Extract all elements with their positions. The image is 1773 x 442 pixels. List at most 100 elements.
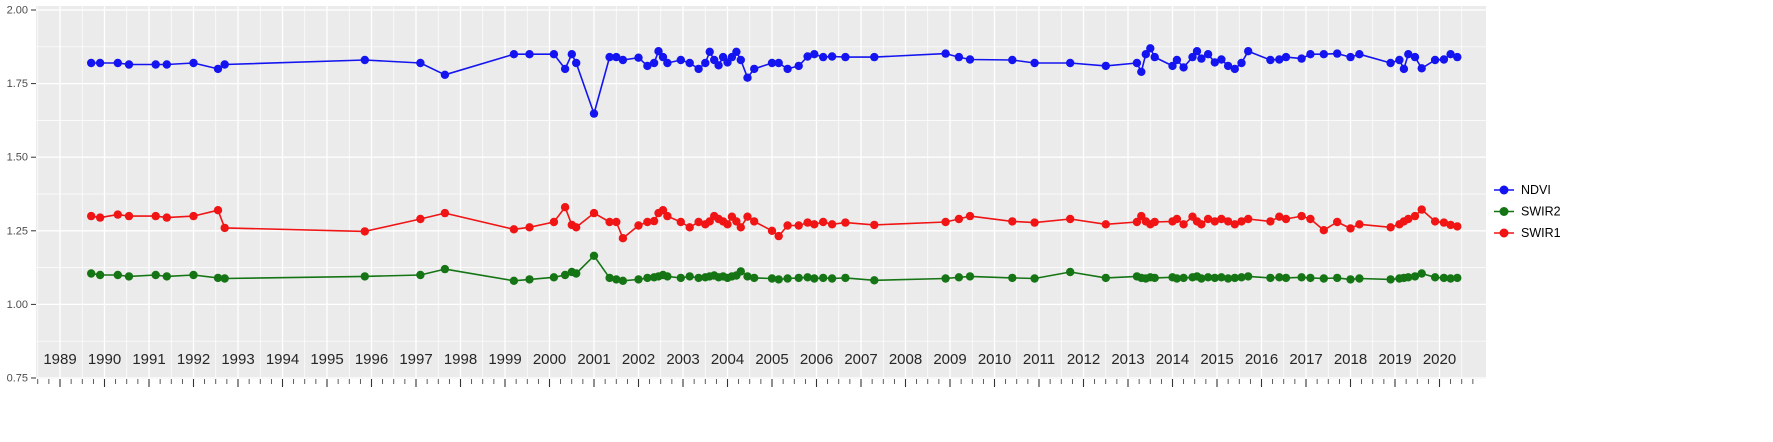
data-point [732, 47, 741, 56]
data-point [1101, 61, 1111, 71]
data-point [1237, 217, 1246, 226]
data-point [1453, 52, 1462, 62]
x-tick-label: 1999 [488, 351, 521, 368]
data-point [618, 234, 628, 243]
x-tick-label: 1994 [266, 351, 299, 368]
gridlines [36, 6, 1486, 379]
data-point [841, 218, 850, 227]
data-point [1132, 217, 1142, 227]
data-point [1446, 50, 1455, 59]
x-tick-label: 2003 [666, 351, 699, 368]
data-point [941, 49, 950, 58]
data-point [87, 211, 96, 221]
data-point [213, 273, 223, 283]
x-tick-label: 1995 [310, 351, 343, 368]
data-point [1297, 54, 1306, 63]
data-point [654, 47, 663, 56]
x-tick-label: 1998 [444, 351, 477, 368]
data-point [1404, 273, 1413, 282]
data-point [676, 217, 685, 227]
data-point [1446, 274, 1455, 283]
data-point [1399, 64, 1409, 74]
data-point [1244, 272, 1253, 281]
data-point [605, 52, 614, 62]
x-tick-label: 2018 [1334, 351, 1367, 368]
data-point [440, 208, 450, 218]
data-point [612, 217, 621, 227]
x-tick-label: 1996 [355, 351, 388, 368]
legend: NDVI SWIR2 SWIR1 [1494, 183, 1561, 240]
data-point [525, 275, 534, 284]
data-point [1386, 275, 1395, 284]
data-point [1230, 64, 1240, 74]
data-point [1030, 58, 1039, 68]
x-tick-label: 2008 [889, 351, 922, 368]
data-point [605, 217, 614, 227]
data-point [1395, 55, 1404, 65]
data-point [694, 273, 703, 283]
data-point [732, 217, 741, 226]
data-point [954, 214, 964, 224]
data-point [509, 50, 519, 59]
data-point [525, 223, 534, 232]
data-point [1146, 44, 1155, 53]
data-point [1237, 273, 1246, 282]
data-point [767, 58, 777, 68]
data-point [663, 272, 672, 281]
data-point [723, 220, 732, 229]
data-point [1237, 58, 1246, 68]
data-point [618, 276, 628, 285]
data-point [827, 274, 837, 283]
data-point [1141, 50, 1151, 59]
data-point [743, 272, 752, 281]
data-point [1266, 273, 1275, 283]
data-point [767, 226, 777, 235]
data-point [162, 272, 171, 281]
data-point [113, 58, 123, 68]
data-point [676, 273, 685, 283]
data-point [1319, 274, 1329, 283]
data-point [549, 273, 559, 282]
data-point [1346, 224, 1355, 233]
data-point [1355, 220, 1364, 229]
data-point [1101, 273, 1111, 283]
data-point [1203, 50, 1213, 59]
data-point [1101, 220, 1111, 229]
data-point [360, 227, 369, 236]
data-point [1355, 50, 1364, 59]
data-point [1210, 273, 1220, 283]
data-point [783, 274, 792, 283]
data-point [162, 60, 171, 69]
data-point [736, 55, 745, 65]
x-tick-label: 2002 [622, 351, 655, 368]
x-tick-label: 2010 [978, 351, 1011, 368]
data-point [1230, 220, 1240, 229]
data-point [440, 70, 450, 80]
data-point [1132, 58, 1142, 68]
axis-ticks [31, 9, 1474, 387]
data-point [549, 50, 559, 59]
x-tick-label: 2006 [800, 351, 833, 368]
data-point [1203, 273, 1213, 282]
data-point [1150, 217, 1159, 227]
data-point [965, 272, 975, 281]
data-point [1172, 274, 1182, 283]
x-tick-label: 2013 [1111, 351, 1144, 368]
data-point [1319, 50, 1329, 59]
data-point [560, 64, 570, 74]
data-point [810, 220, 819, 229]
data-point [220, 274, 229, 283]
data-point [783, 64, 792, 74]
x-tick-label: 2004 [711, 351, 744, 368]
data-point [95, 213, 105, 222]
data-point [1197, 274, 1206, 283]
data-point [643, 61, 652, 71]
data-point [870, 52, 879, 62]
x-tick-label: 1991 [132, 351, 165, 368]
data-point [1210, 217, 1220, 226]
data-point [965, 55, 975, 64]
data-point [612, 275, 621, 284]
data-point [819, 273, 828, 283]
data-point [1192, 47, 1202, 56]
